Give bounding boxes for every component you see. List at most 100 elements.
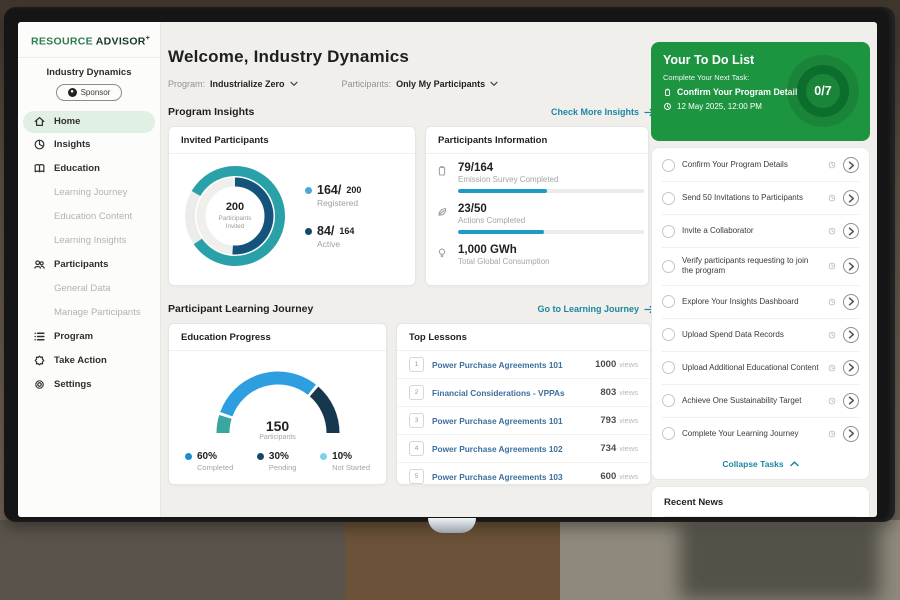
card-title: Invited Participants <box>169 127 415 154</box>
program-insights-title: Program Insights <box>168 106 255 118</box>
completed-value: 60% <box>197 451 218 462</box>
sidebar-item-home[interactable]: Home <box>23 110 155 133</box>
task-checkbox[interactable] <box>662 259 675 273</box>
sidebar-item-insights[interactable]: Insights <box>18 133 160 157</box>
registered-legend-item: 164/200 Registered <box>305 183 361 208</box>
task-open-button[interactable] <box>843 425 859 442</box>
invited-legend: 164/200 Registered 84/164 Active <box>305 183 361 249</box>
sidebar-item-participants[interactable]: Participants <box>18 253 160 277</box>
lesson-link[interactable]: Power Purchase Agreements 101 <box>432 359 563 370</box>
sidebar-item-program[interactable]: Program <box>18 325 160 349</box>
program-filter-dropdown[interactable]: Industrialize Zero <box>210 79 298 89</box>
background-door-blur <box>680 522 880 600</box>
active-dot <box>305 227 312 235</box>
task-open-button[interactable] <box>843 392 859 409</box>
sidebar-item-label: Take Action <box>54 355 107 366</box>
lesson-views: 793 views <box>600 415 638 426</box>
monitor-logo-button <box>428 518 476 533</box>
invited-donut-chart: 200 Participants Invited <box>179 160 291 272</box>
task-checkbox[interactable] <box>662 328 675 342</box>
todo-next-task-label: Confirm Your Program Details <box>677 87 803 97</box>
org-name: Industry Dynamics <box>46 66 132 78</box>
card-title: Top Lessons <box>397 324 650 351</box>
donut-center-label: 200 Participants Invited <box>179 160 291 272</box>
sidebar-item-learning-journey[interactable]: Learning Journey <box>18 181 160 205</box>
program-filter: Program: Industrialize Zero <box>168 79 298 89</box>
list-icon <box>33 330 46 343</box>
task-open-button[interactable] <box>843 157 859 173</box>
gear-icon <box>33 378 46 391</box>
sidebar-item-manage-participants[interactable]: Manage Participants <box>18 301 160 325</box>
sidebar-item-take-action[interactable]: Take Action <box>18 349 160 373</box>
todo-subtitle: Complete Your Next Task: <box>663 73 750 82</box>
task-open-button[interactable] <box>843 190 859 206</box>
main-content: Welcome, Industry Dynamics Program: Indu… <box>168 22 655 517</box>
dashboard-screen: RESOURCE ADVISOR+ Industry Dynamics ● Sp… <box>18 22 877 517</box>
clock-icon <box>828 397 836 405</box>
sidebar-item-education-content[interactable]: Education Content <box>18 205 160 229</box>
task-label: Send 50 Invitations to Participants <box>682 192 803 202</box>
task-open-button[interactable] <box>843 359 859 376</box>
lesson-row: 4 Power Purchase Agreements 102 734 views <box>397 435 650 463</box>
task-open-button[interactable] <box>843 326 859 343</box>
clock-icon <box>664 103 671 110</box>
task-open-button[interactable] <box>843 223 859 239</box>
emission-survey-progressbar <box>458 189 644 193</box>
task-row: Send 50 Invitations to Participants <box>662 182 859 215</box>
sidebar-item-label: Education <box>54 163 100 174</box>
task-checkbox[interactable] <box>662 191 675 205</box>
clock-icon <box>828 194 836 202</box>
task-checkbox[interactable] <box>662 158 675 172</box>
invited-total: 200 <box>225 200 245 213</box>
go-to-learning-journey-link[interactable]: Go to Learning Journey <box>537 304 655 314</box>
task-checkbox[interactable] <box>662 394 675 408</box>
task-open-button[interactable] <box>843 258 859 275</box>
active-label: Active <box>317 239 341 249</box>
task-label: Complete Your Learning Journey <box>682 428 799 438</box>
task-row: Upload Additional Educational Content <box>662 352 859 385</box>
consumption-value: 1,000 GWh <box>458 244 517 256</box>
task-row: Explore Your Insights Dashboard <box>662 286 859 319</box>
program-filter-label: Program: <box>168 79 206 89</box>
lesson-rank: 1 <box>409 357 424 372</box>
task-checkbox[interactable] <box>662 224 675 238</box>
clock-icon <box>828 364 836 372</box>
lesson-views: 734 views <box>600 443 638 454</box>
actions-completed-value: 23/50 <box>458 203 487 215</box>
task-label: Upload Additional Educational Content <box>682 362 819 372</box>
chevron-down-icon <box>490 79 498 89</box>
todo-progress-ring: 0/7 <box>787 55 859 127</box>
sidebar-item-general-data[interactable]: General Data <box>18 277 160 301</box>
emission-survey-value: 79/164 <box>458 162 494 174</box>
emission-survey-row: 79/164 Emission Survey Completed <box>426 154 648 195</box>
sidebar-item-label: Learning Journey <box>54 187 128 198</box>
lesson-link[interactable]: Power Purchase Agreements 102 <box>432 443 563 454</box>
app-logo: RESOURCE ADVISOR+ <box>18 22 160 58</box>
todo-datetime: 12 May 2025, 12:00 PM <box>663 102 858 111</box>
task-row: Complete Your Learning Journey <box>662 418 859 450</box>
sidebar-item-settings[interactable]: Settings <box>18 373 160 397</box>
lesson-link[interactable]: Financial Considerations - VPPAs <box>432 387 565 398</box>
invited-card-body: 200 Participants Invited 164/200 Registe… <box>169 154 415 272</box>
clipboard-icon <box>436 162 449 193</box>
sidebar-item-education[interactable]: Education <box>18 157 160 181</box>
participants-filter-dropdown[interactable]: Only My Participants <box>396 79 498 89</box>
task-checkbox[interactable] <box>662 427 675 441</box>
collapse-tasks-link[interactable]: Collapse Tasks <box>662 450 859 479</box>
lesson-link[interactable]: Power Purchase Agreements 103 <box>432 471 563 482</box>
task-open-button[interactable] <box>843 293 859 310</box>
sidebar-item-learning-insights[interactable]: Learning Insights <box>18 229 160 253</box>
recent-news-title: Recent News <box>664 497 857 517</box>
education-gauge-chart: 150 Participants <box>198 363 358 441</box>
lesson-link[interactable]: Power Purchase Agreements 101 <box>432 415 563 426</box>
learning-journey-header: Participant Learning Journey Go to Learn… <box>168 303 655 315</box>
lesson-rank: 4 <box>409 441 424 456</box>
sidebar-item-label: General Data <box>54 283 111 294</box>
lesson-rank: 3 <box>409 413 424 428</box>
task-checkbox[interactable] <box>662 295 675 309</box>
check-more-insights-link[interactable]: Check More Insights <box>551 107 655 117</box>
participants-information-card: Participants Information 79/164 Emission… <box>425 126 649 286</box>
registered-dot <box>305 186 312 194</box>
logo-resource: RESOURCE <box>31 35 93 48</box>
task-checkbox[interactable] <box>662 361 675 375</box>
